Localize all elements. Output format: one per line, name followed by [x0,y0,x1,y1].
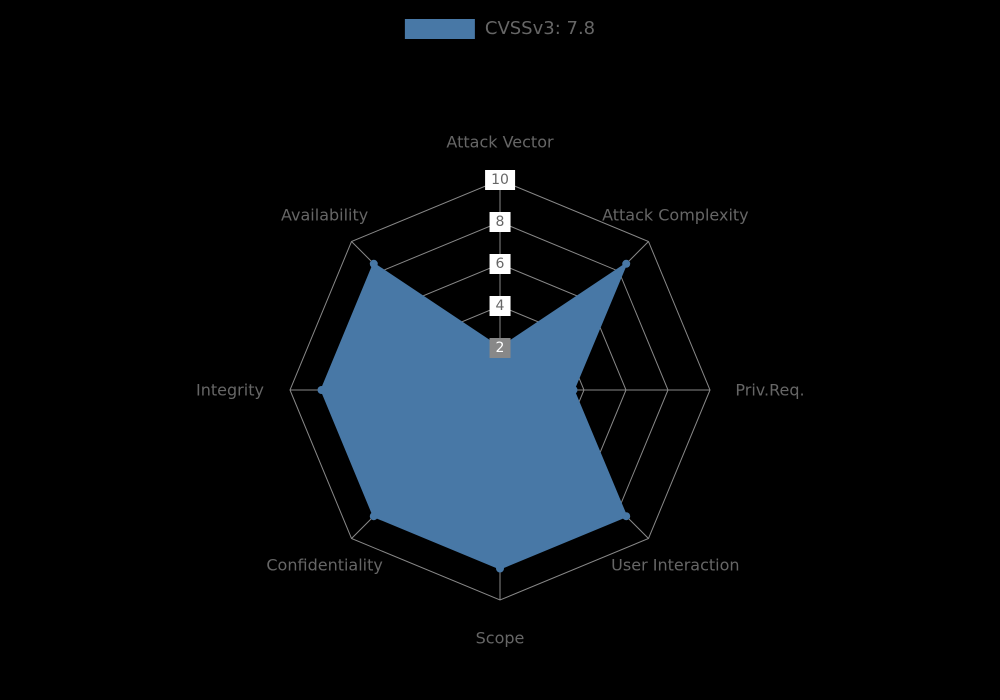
radar-chart: CVSSv3: 7.8 Attack VectorAttack Complexi… [0,0,1000,700]
legend-swatch [405,19,475,39]
legend-label: CVSSv3: 7.8 [485,18,595,39]
chart-legend: CVSSv3: 7.8 [405,18,595,39]
radar-svg [0,0,1000,700]
